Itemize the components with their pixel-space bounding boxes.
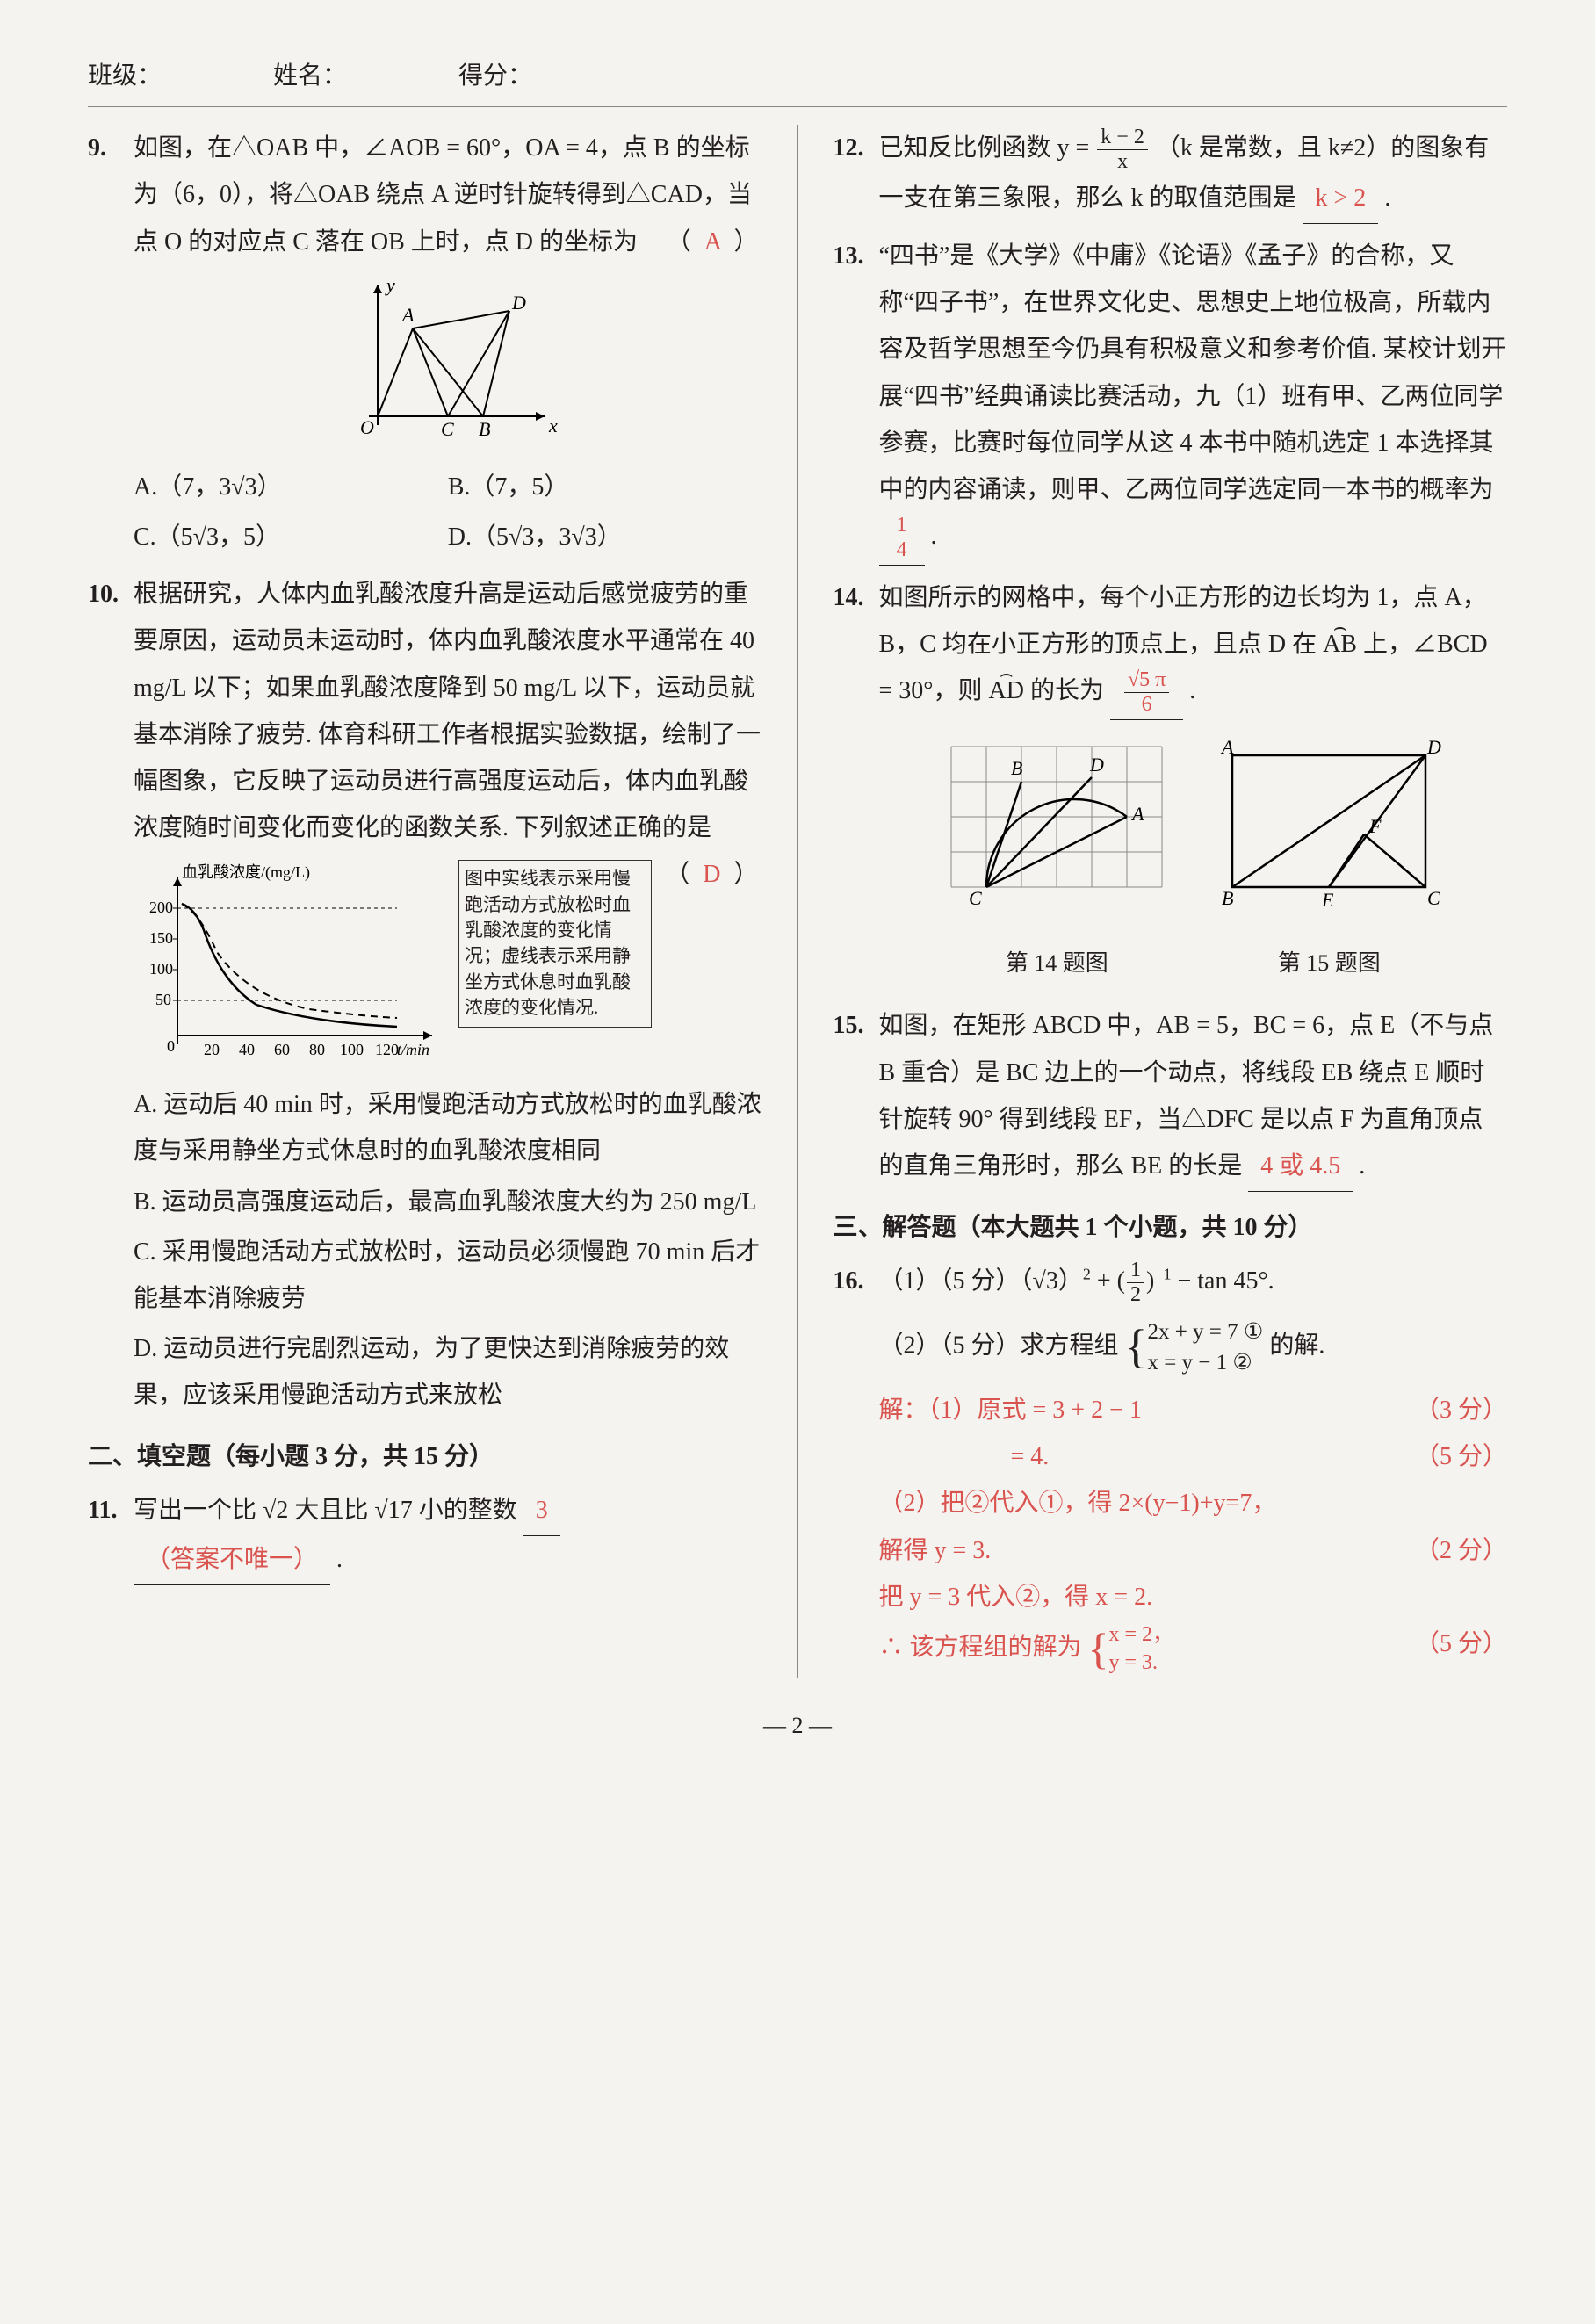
q11-answer: 3 [523, 1487, 560, 1536]
q9-opt-c: C.（5√3，5） [134, 512, 448, 562]
q9-text: 如图，在△OAB 中，∠AOB = 60°，OA = 4，点 B 的坐标为（6，… [134, 134, 752, 255]
svg-text:60: 60 [274, 1041, 290, 1058]
q9-answer: A [704, 228, 725, 256]
svg-text:A: A [1130, 803, 1144, 825]
q15-text: 如图，在矩形 ABCD 中，AB = 5，BC = 6，点 E（不与点 B 重合… [879, 1012, 1494, 1180]
svg-text:0: 0 [167, 1037, 175, 1055]
section-2-title: 二、填空题（每小题 3 分，共 15 分） [88, 1433, 762, 1480]
svg-text:t/min: t/min [397, 1041, 429, 1058]
q9-number: 9. [88, 125, 134, 562]
q16-part2: （2）（5 分）求方程组 { 2x + y = 7 ① x = y − 1 ② … [879, 1317, 1508, 1378]
q12-fraction: k − 2 x [1097, 126, 1148, 175]
question-10: 10. 根据研究，人体内血乳酸浓度升高是运动后感觉疲劳的重要原因，运动员未运动时… [88, 571, 762, 1420]
svg-text:y: y [385, 276, 395, 296]
svg-text:D: D [1426, 736, 1441, 758]
svg-text:E: E [1321, 889, 1334, 911]
svg-text:20: 20 [204, 1041, 220, 1058]
svg-text:A: A [401, 304, 415, 326]
name-label: 姓名： [273, 62, 347, 90]
q10-chart: 血乳酸浓度/(mg/L) t/min 200 150 100 50 0 20 4… [134, 860, 665, 1071]
svg-text:120: 120 [375, 1041, 399, 1058]
q11-note: （答案不唯一） [134, 1536, 330, 1585]
svg-text:C: C [441, 418, 454, 440]
q10-answer-paren: （ D ） [665, 851, 761, 898]
q12-number: 12. [834, 125, 879, 224]
header: 班级： 姓名： 得分： [88, 53, 1507, 107]
question-9: 9. 如图，在△OAB 中，∠AOB = 60°，OA = 4，点 B 的坐标为… [88, 125, 762, 562]
q10-opt-b: B. 运动员高强度运动后，最高血乳酸浓度大约为 250 mg/L [134, 1177, 762, 1227]
question-15: 15. 如图，在矩形 ABCD 中，AB = 5，BC = 6，点 E（不与点 … [834, 1002, 1508, 1192]
question-14: 14. 如图所示的网格中，每个小正方形的边长均为 1，点 A，B，C 均在小正方… [834, 574, 1508, 994]
q14-q15-figures: B D A C 第 14 题图 A D [879, 729, 1508, 985]
section-3-title: 三、解答题（本大题共 1 个小题，共 10 分） [834, 1204, 1508, 1251]
q15-answer: 4 或 4.5 [1248, 1143, 1353, 1192]
q13-number: 13. [834, 233, 879, 566]
svg-text:100: 100 [340, 1041, 364, 1058]
q15-caption: 第 15 题图 [1206, 942, 1452, 985]
q9-figure: O x y A D C B [134, 276, 762, 451]
q14-text-c: 的长为 [1030, 677, 1104, 704]
q14-answer: √5 π 6 [1110, 668, 1183, 720]
svg-text:C: C [969, 887, 982, 909]
right-column: 12. 已知反比例函数 y = k − 2 x （k 是常数，且 k≠2）的图象… [834, 125, 1508, 1678]
question-13: 13. “四书”是《大学》《中庸》《论语》《孟子》的合称，又称“四子书”，在世界… [834, 233, 1508, 566]
svg-text:200: 200 [149, 899, 173, 916]
question-11: 11. 写出一个比 √2 大且比 √17 小的整数 3 （答案不唯一） . [88, 1487, 762, 1585]
q10-chart-note: 图中实线表示采用慢跑活动方式放松时血乳酸浓度的变化情况；虚线表示采用静坐方式休息… [458, 860, 652, 1027]
left-column: 9. 如图，在△OAB 中，∠AOB = 60°，OA = 4，点 B 的坐标为… [88, 125, 762, 1678]
svg-text:50: 50 [155, 991, 171, 1008]
svg-text:C: C [1427, 887, 1440, 909]
q15-number: 15. [834, 1002, 879, 1192]
q10-answer: D [703, 861, 724, 888]
svg-text:B: B [1222, 887, 1233, 909]
q9-opt-d: D.（5√3，3√3） [448, 512, 762, 562]
svg-text:血乳酸浓度/(mg/L): 血乳酸浓度/(mg/L) [182, 863, 310, 882]
svg-text:D: D [1089, 754, 1104, 776]
svg-text:B: B [1011, 757, 1022, 779]
q10-opt-c: C. 采用慢跑活动方式放松时，运动员必须慢跑 70 min 后才能基本消除疲劳 [134, 1227, 762, 1324]
score-label: 得分： [458, 62, 532, 90]
q9-answer-paren: （ A ） [667, 219, 762, 265]
q14-arc-ab: AB [1323, 621, 1357, 668]
q9-options: A.（7，3√3） B.（7，5） C.（5√3，5） D.（5√3，3√3） [134, 462, 762, 562]
q12-text-a: 已知反比例函数 y = [879, 134, 1096, 162]
page-number: — 2 — [88, 1704, 1507, 1747]
q10-opt-d: D. 运动员进行完剧烈运动，为了更快达到消除疲劳的效果，应该采用慢跑活动方式来放… [134, 1324, 762, 1420]
q15-figure: A D B C E F [1206, 729, 1452, 922]
svg-text:40: 40 [239, 1041, 255, 1058]
class-label: 班级： [88, 62, 162, 90]
q9-opt-a: A.（7，3√3） [134, 462, 448, 512]
q16-solution: 解：（1）原式 = 3 + 2 − 1（3 分） = 4.（5 分） （2）把②… [879, 1387, 1508, 1678]
q13-answer: 1 4 [879, 513, 925, 566]
svg-text:D: D [511, 292, 526, 314]
svg-text:80: 80 [309, 1041, 325, 1058]
q11-text: 写出一个比 √2 大且比 √17 小的整数 [134, 1497, 517, 1524]
question-12: 12. 已知反比例函数 y = k − 2 x （k 是常数，且 k≠2）的图象… [834, 125, 1508, 224]
q16-part1: （1）（5 分）（√3）2 + (12)−1 − tan 45°. [879, 1258, 1508, 1308]
q11-number: 11. [88, 1487, 134, 1585]
q14-arc-ad: AD [989, 668, 1024, 714]
svg-text:150: 150 [149, 929, 173, 947]
svg-text:A: A [1220, 736, 1234, 758]
q14-number: 14. [834, 574, 879, 994]
svg-text:100: 100 [149, 960, 173, 978]
question-16: 16. （1）（5 分）（√3）2 + (12)−1 − tan 45°. （2… [834, 1258, 1508, 1378]
q10-opt-a: A. 运动后 40 min 时，采用慢跑活动方式放松时的血乳酸浓度与采用静坐方式… [134, 1079, 762, 1176]
q12-answer: k > 2 [1303, 175, 1379, 224]
svg-text:O: O [360, 416, 374, 438]
q14-figure: B D A C [934, 729, 1180, 922]
svg-text:F: F [1368, 815, 1382, 837]
q16-number: 16. [834, 1258, 879, 1378]
q13-text: “四书”是《大学》《中庸》《论语》《孟子》的合称，又称“四子书”，在世界文化史、… [879, 242, 1506, 503]
svg-text:B: B [479, 418, 490, 440]
q14-caption: 第 14 题图 [934, 942, 1180, 985]
svg-text:x: x [548, 415, 558, 437]
q10-text: 根据研究，人体内血乳酸浓度升高是运动后感觉疲劳的重要原因，运动员未运动时，体内血… [134, 581, 761, 841]
q10-number: 10. [88, 571, 134, 1420]
q9-opt-b: B.（7，5） [448, 462, 762, 512]
